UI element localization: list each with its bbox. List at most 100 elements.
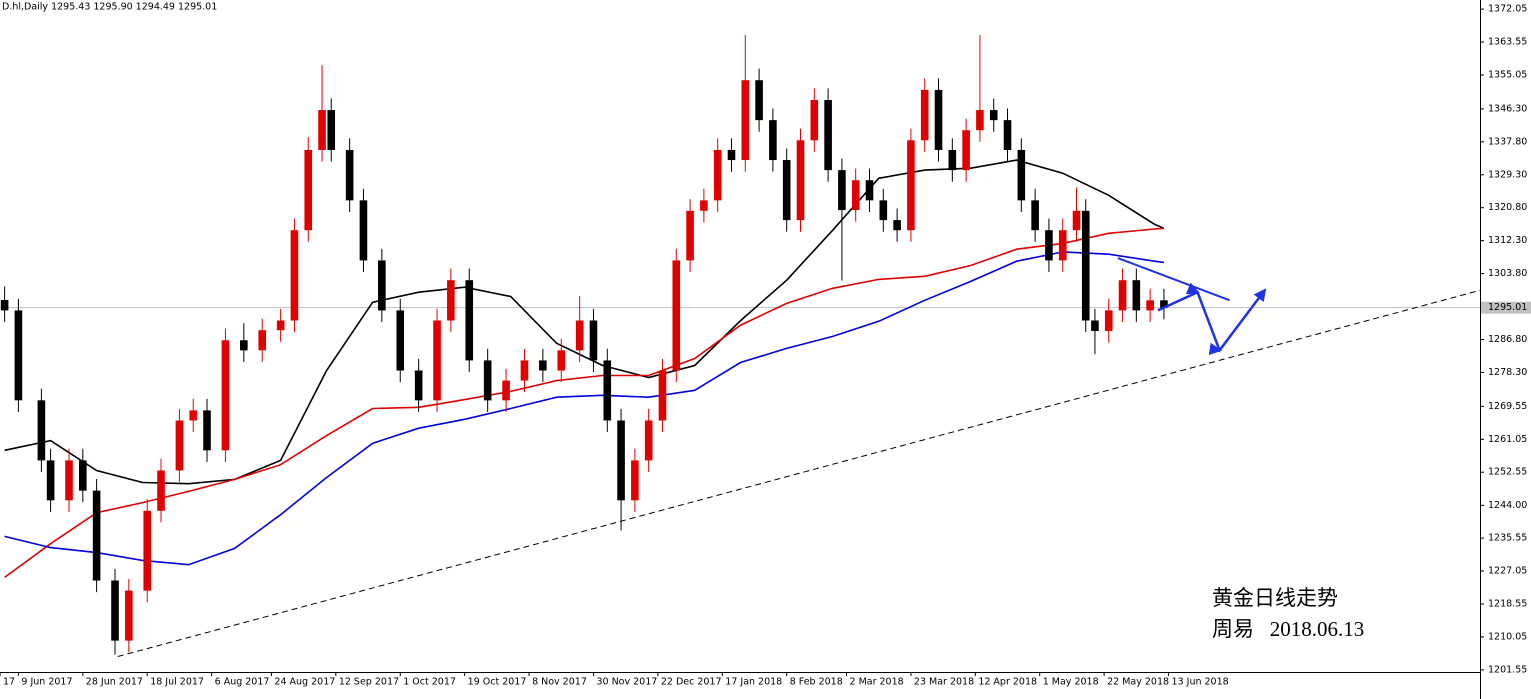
candle-body [810, 99, 819, 141]
candle-body [1146, 300, 1154, 311]
x-tick-label: 9 Jun 2017 [21, 677, 72, 688]
candle-body [713, 149, 722, 201]
candle-body [378, 260, 386, 311]
candle-body [755, 80, 763, 121]
candle-body [304, 149, 313, 231]
candle-body [539, 360, 547, 371]
forecast-path [1157, 282, 1267, 356]
x-tick-label: 17 Jan 2018 [725, 677, 782, 688]
candle-body [143, 510, 152, 591]
candle-body [934, 89, 943, 150]
y-tick-label: 1278.30 [1488, 367, 1527, 378]
x-tick-label: 1 Oct 2017 [403, 677, 456, 688]
candle-body [46, 460, 55, 501]
candle-body [631, 460, 639, 501]
candle-body [1072, 210, 1081, 231]
candle-body [741, 80, 750, 161]
y-tick-label: 1227.05 [1488, 566, 1527, 577]
candle-body [111, 580, 119, 641]
candle-body [447, 280, 455, 321]
x-tick-label: 8 Feb 2018 [790, 677, 843, 688]
y-tick-label: 1363.55 [1488, 37, 1527, 48]
candle-body [686, 210, 694, 261]
candle-body [240, 340, 248, 351]
candle-body [700, 200, 708, 211]
x-tick-label: 28 Jun 2017 [86, 677, 143, 688]
y-tick-label: 1329.30 [1488, 169, 1527, 180]
candle-body [879, 200, 888, 221]
candle-body [617, 420, 625, 501]
y-tick-label: 1252.55 [1488, 467, 1527, 478]
candle-body [976, 110, 984, 131]
y-tick-label: 1346.30 [1488, 103, 1527, 114]
y-tick-label: 1210.05 [1488, 631, 1527, 642]
candle-body [893, 220, 901, 231]
candle-body [1017, 149, 1026, 201]
y-tick-label: 1235.55 [1488, 533, 1527, 544]
x-tick-label: 30 Nov 2017 [596, 677, 657, 688]
annotation: 黄金日线走势 [1212, 586, 1338, 610]
x-tick-label: 13 Jun 2018 [1172, 677, 1229, 688]
moving-average [4, 227, 1164, 579]
candle-body [796, 140, 805, 221]
candle-body [1160, 300, 1168, 308]
x-tick-label: 17 [3, 677, 15, 688]
x-tick-label: 23 Mar 2018 [914, 677, 974, 688]
candle-body [962, 130, 970, 171]
candle-body [465, 280, 474, 361]
candle-body [838, 170, 846, 211]
last-price-box [1481, 301, 1531, 314]
y-tick-label: 1201.55 [1488, 664, 1527, 675]
candle-body [1132, 280, 1141, 311]
y-tick-label: 1269.55 [1488, 401, 1527, 412]
candle-body [1058, 230, 1067, 261]
candle-body [92, 490, 101, 581]
candle-body [920, 89, 929, 141]
candle-body [672, 260, 681, 371]
candle-body [1031, 200, 1039, 231]
candle-body [276, 320, 285, 331]
candle-body [433, 320, 441, 401]
y-tick-label: 1355.05 [1488, 69, 1527, 80]
candle-body [157, 470, 165, 511]
candle-body [345, 149, 354, 201]
candle-body [557, 350, 566, 371]
candle-body [483, 360, 492, 401]
candle-body [0, 299, 9, 311]
candle-body [327, 110, 336, 150]
y-tick-label: 1218.55 [1488, 598, 1527, 609]
y-tick-label: 1372.05 [1488, 4, 1527, 15]
candle-body [258, 330, 267, 351]
candle-body [359, 200, 368, 261]
candle-body [1003, 120, 1012, 150]
candle-body [907, 140, 915, 231]
x-tick-label: 2 Mar 2018 [850, 677, 904, 688]
candle-body [414, 370, 423, 401]
candle-body [658, 370, 667, 421]
candle-body [603, 360, 612, 421]
candle-body [37, 400, 46, 461]
candle-body [589, 320, 598, 361]
candle-body [14, 310, 23, 401]
candle-body [989, 110, 998, 121]
x-tick-label: 22 Dec 2017 [661, 677, 722, 688]
last-price-label: 1295.01 [1488, 302, 1527, 313]
candle-body [189, 410, 198, 421]
candle-body [769, 120, 777, 161]
x-tick-label: 22 May 2018 [1107, 677, 1169, 688]
x-tick-label: 18 Jul 2017 [150, 677, 204, 688]
candle-body [65, 460, 73, 501]
x-tick-label: 6 Aug 2017 [215, 677, 270, 688]
candle-body [125, 590, 133, 641]
candle-body [396, 310, 405, 371]
moving-average [4, 251, 1165, 566]
y-tick-label: 1312.30 [1488, 235, 1527, 246]
y-tick-label: 1244.00 [1488, 500, 1527, 511]
candle-body [644, 420, 653, 461]
candle-body [221, 340, 230, 451]
candle-body [1104, 310, 1113, 331]
x-tick-label: 8 Nov 2017 [532, 677, 587, 688]
candle-body [502, 380, 510, 401]
candle-body [79, 460, 87, 491]
